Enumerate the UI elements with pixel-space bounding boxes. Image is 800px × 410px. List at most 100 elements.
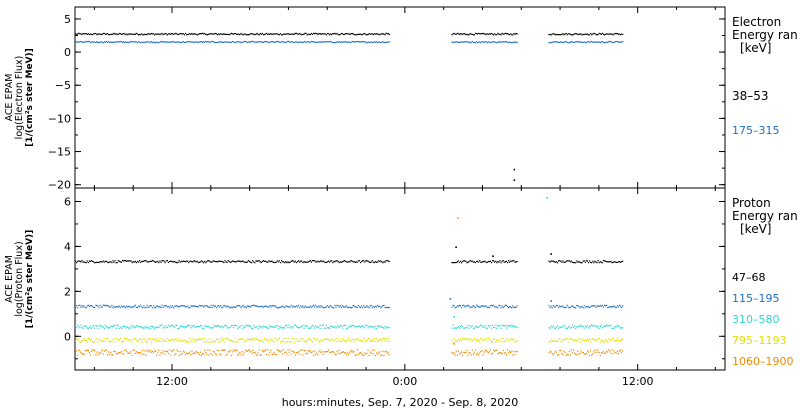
data-point <box>502 306 504 308</box>
data-point <box>348 354 350 356</box>
data-point <box>125 34 127 36</box>
data-point <box>209 42 211 44</box>
data-point <box>186 260 188 262</box>
data-point <box>127 41 129 43</box>
data-point <box>158 42 160 44</box>
data-point <box>248 261 251 263</box>
data-point <box>602 260 605 262</box>
data-point <box>161 352 163 354</box>
data-point <box>139 306 141 308</box>
data-point <box>278 34 280 36</box>
data-point <box>367 306 369 308</box>
data-point <box>149 42 151 44</box>
data-point <box>226 326 228 328</box>
data-point <box>76 305 78 307</box>
data-point <box>463 352 465 354</box>
data-point <box>375 41 378 43</box>
data-point <box>290 41 292 43</box>
x-tick-label: 0:00 <box>392 375 417 388</box>
data-point <box>603 352 606 354</box>
data-point <box>605 305 607 307</box>
data-point <box>567 260 569 262</box>
data-point <box>260 261 262 264</box>
data-point <box>196 340 198 342</box>
data-point <box>134 304 136 306</box>
data-point <box>589 339 591 341</box>
data-point <box>95 338 97 340</box>
data-point <box>307 327 309 329</box>
data-point <box>246 325 248 327</box>
data-point <box>567 326 569 328</box>
data-point <box>186 341 188 343</box>
data-point <box>246 350 248 352</box>
data-point <box>189 307 191 309</box>
data-point <box>86 33 88 35</box>
data-point <box>478 41 480 43</box>
data-point <box>372 42 374 44</box>
data-point <box>109 41 111 43</box>
data-point <box>195 305 197 308</box>
data-point <box>372 325 374 327</box>
data-point <box>384 261 386 263</box>
data-point <box>123 305 125 307</box>
data-point <box>221 260 223 263</box>
data-point <box>476 260 478 263</box>
data-point <box>471 325 473 327</box>
data-point <box>197 338 199 340</box>
data-point <box>388 41 390 43</box>
data-point <box>173 33 175 36</box>
data-point <box>362 354 364 356</box>
data-point <box>336 41 338 43</box>
data-point <box>163 340 165 342</box>
data-point <box>510 351 512 354</box>
data-point <box>118 339 120 341</box>
data-point <box>176 349 178 351</box>
data-point <box>499 260 501 262</box>
data-point <box>92 349 94 351</box>
data-point <box>607 33 609 35</box>
data-point <box>128 339 130 341</box>
data-point <box>612 261 614 263</box>
data-point <box>245 41 247 43</box>
data-point <box>213 341 215 343</box>
data-point <box>589 41 591 43</box>
data-point <box>158 349 160 351</box>
data-point <box>356 41 358 43</box>
data-point <box>465 327 467 329</box>
data-point <box>373 327 375 329</box>
data-point <box>270 326 272 328</box>
data-point <box>174 41 176 43</box>
data-point <box>578 260 580 263</box>
data-point <box>168 349 171 351</box>
data-point <box>513 260 515 262</box>
data-point <box>283 33 285 35</box>
data-point <box>503 41 505 43</box>
data-point <box>99 324 101 326</box>
data-point <box>332 262 334 264</box>
data-point <box>113 41 115 43</box>
data-point <box>369 33 371 35</box>
data-point <box>383 33 385 35</box>
data-point <box>285 305 287 307</box>
data-point <box>80 352 82 354</box>
data-point <box>262 260 264 262</box>
data-point <box>594 351 596 354</box>
data-point <box>247 349 250 351</box>
data-point <box>123 325 125 327</box>
data-point <box>615 261 617 264</box>
data-point <box>513 33 515 35</box>
data-point <box>155 326 157 329</box>
data-point <box>113 32 115 34</box>
data-point <box>227 327 229 329</box>
data-point <box>117 340 119 342</box>
data-point <box>310 40 312 43</box>
data-point <box>76 327 78 329</box>
data-point <box>189 260 191 262</box>
data-point <box>326 351 329 353</box>
data-point <box>214 340 216 342</box>
data-point <box>613 305 615 307</box>
data-point <box>342 351 345 353</box>
data-point <box>567 33 569 35</box>
data-point <box>592 305 594 307</box>
data-point <box>489 33 491 35</box>
